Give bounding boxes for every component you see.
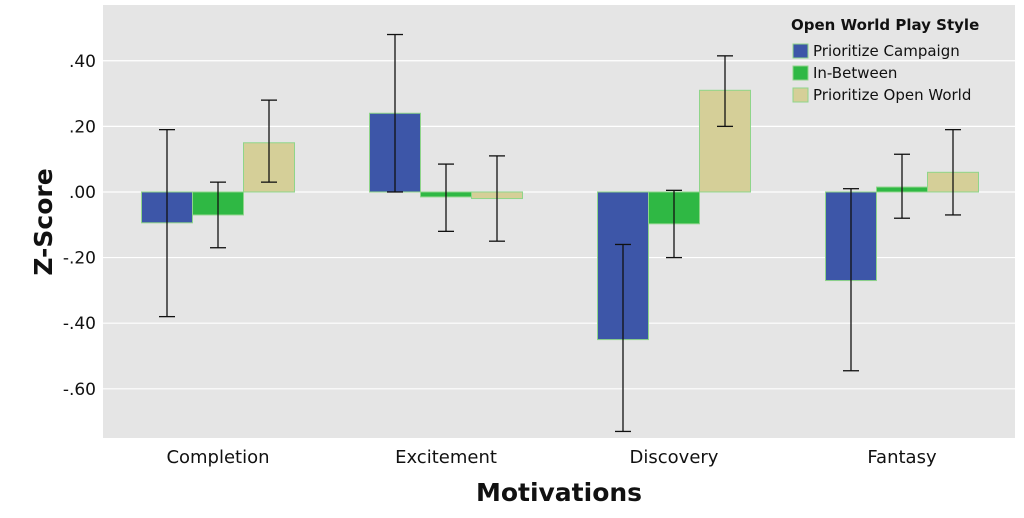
x-tick-label: Fantasy [867,447,937,468]
legend-label: Prioritize Open World [813,86,971,104]
legend-swatch [792,87,809,103]
y-tick-label: -.20 [63,249,96,269]
legend-label: Prioritize Campaign [813,42,960,60]
bar [699,89,751,193]
legend-label: In-Between [813,64,897,82]
y-tick-label: -.40 [63,314,96,334]
y-tick-label: .20 [69,117,96,137]
legend: Open World Play Style Prioritize Campaig… [791,16,979,104]
x-axis-label: Motivations [476,478,642,507]
x-tick-label: Excitement [395,447,497,468]
y-tick-label: .00 [69,183,96,203]
legend-swatch [792,65,809,81]
y-tick-label: .40 [69,52,96,72]
legend-swatch [792,43,809,59]
y-axis-label: Z-Score [29,168,58,275]
x-tick-label: Discovery [630,447,719,468]
legend-title: Open World Play Style [791,16,979,34]
y-tick-label: -.60 [63,380,96,400]
x-tick-label: Completion [166,447,269,468]
